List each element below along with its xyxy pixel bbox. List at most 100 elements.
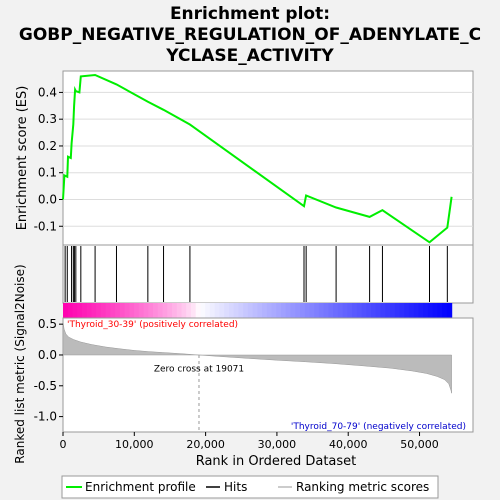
color-bar-segment	[342, 303, 348, 318]
color-bar-segment	[143, 303, 149, 318]
negative-correlation-label: 'Thyroid_70-79' (negatively correlated)	[291, 422, 466, 432]
legend-box	[61, 475, 439, 499]
chart-title-line-1: Enrichment plot:	[170, 4, 330, 24]
color-bar-segment	[238, 303, 244, 318]
chart-title-line-3: YCLASE_ACTIVITY	[165, 46, 334, 66]
hits-markers	[64, 246, 448, 302]
color-bar-segment	[314, 303, 320, 318]
color-bar-segment	[380, 303, 386, 318]
color-bar-segment	[361, 303, 367, 318]
legend-label-ranking: Ranking metric scores	[296, 480, 429, 494]
es-panel-frame	[62, 70, 474, 246]
color-bar-segment	[318, 303, 325, 318]
color-bar-segment	[371, 303, 377, 318]
hits-panel-frame	[62, 244, 474, 304]
color-bar-segment	[148, 303, 154, 318]
color-bar-segment	[72, 303, 78, 318]
color-bar-segment	[124, 303, 130, 318]
color-bar-segment	[81, 303, 88, 318]
color-bar-segment	[115, 303, 121, 318]
color-bar-segment	[442, 303, 448, 318]
color-bar-segment	[77, 303, 83, 318]
color-bar-segment	[366, 303, 372, 318]
color-bar-segment	[262, 303, 268, 318]
color-bar-segment	[309, 303, 315, 318]
ranking-y-tick-label: 0.0	[38, 348, 57, 362]
ranking-panel-frame	[62, 317, 474, 433]
color-bar-segment	[129, 303, 135, 318]
color-bar-segment	[266, 303, 273, 318]
color-bar-segment	[153, 303, 159, 318]
x-tick-label: 40,000	[329, 438, 368, 451]
color-bar-segment	[437, 303, 443, 318]
ranking-x-axis-ticks: 0 10,000 20,000 30,000 40,000 50,000	[60, 432, 439, 451]
color-bar-segment	[299, 303, 306, 318]
es-y-tick-label: 0.3	[38, 112, 57, 126]
ranking-y-tick-label: -0.5	[34, 379, 57, 393]
color-bar-segment	[304, 303, 311, 318]
color-bar-segment	[181, 303, 187, 318]
positive-correlation-label: 'Thyroid_30-39' (positively correlated)	[67, 320, 238, 330]
color-bar-segment	[119, 303, 126, 318]
legend-label-hits: Hits	[224, 480, 247, 494]
color-bar-segment	[375, 303, 382, 318]
color-bar-segment	[404, 303, 410, 318]
es-y-tick-label: 0.0	[38, 192, 57, 206]
es-y-tick-label: 0.1	[38, 166, 57, 180]
color-bar-segment	[186, 303, 192, 318]
color-bar-segment	[423, 303, 429, 318]
color-bar-segment	[281, 303, 287, 318]
x-tick-label: 0	[60, 438, 67, 451]
color-bar-segment	[247, 303, 254, 318]
color-bar-segment	[243, 303, 249, 318]
legend-label-enrichment: Enrichment profile	[85, 480, 196, 494]
color-bar-segment	[252, 303, 258, 318]
ranking-metric-area	[62, 321, 452, 394]
color-bar-segment	[399, 303, 405, 318]
color-bar-segment	[295, 303, 301, 318]
ranking-y-tick-label: -1.0	[34, 410, 57, 424]
ranked-list-color-bar	[63, 303, 453, 318]
color-bar-segment	[96, 303, 102, 318]
color-bar-segment	[200, 303, 206, 318]
color-bar-segment	[205, 303, 211, 318]
es-y-tick-label: 0.4	[38, 85, 57, 99]
color-bar-segment	[385, 303, 391, 318]
color-bar-segment	[418, 303, 424, 318]
color-bar-segment	[356, 303, 363, 318]
ranking-y-tick-label: 0.5	[38, 317, 57, 331]
color-bar-segment	[162, 303, 168, 318]
color-bar-segment	[176, 303, 183, 318]
color-bar-segment	[390, 303, 396, 318]
es-y-axis-ticks: -0.1 0.0 0.1 0.2 0.3 0.4	[34, 85, 63, 233]
color-bar-segment	[347, 303, 353, 318]
es-y-tick-label: 0.2	[38, 139, 57, 153]
color-bar-segment	[432, 303, 438, 318]
color-bar-segment	[276, 303, 282, 318]
chart-title-line-2: GOBP_NEGATIVE_REGULATION_OF_ADENYLATE_C	[19, 25, 481, 45]
color-bar-segment	[167, 303, 173, 318]
color-bar-segment	[86, 303, 93, 318]
color-bar-segment	[195, 303, 202, 318]
color-bar-segment	[190, 303, 197, 318]
es-y-axis-label: Enrichment score (ES)	[15, 86, 30, 231]
color-bar-segment	[63, 303, 69, 318]
color-bar-segment	[91, 303, 97, 318]
color-bar-segment	[110, 303, 116, 318]
x-axis-label: Rank in Ordered Dataset	[196, 454, 357, 469]
color-bar-segment	[138, 303, 145, 318]
color-bar-segment	[228, 303, 235, 318]
color-bar-segment	[285, 303, 292, 318]
color-bar-segment	[257, 303, 263, 318]
x-tick-label: 50,000	[400, 438, 439, 451]
color-bar-segment	[333, 303, 339, 318]
color-bar-segment	[209, 303, 216, 318]
color-bar-segment	[233, 303, 239, 318]
color-bar-segment	[446, 303, 453, 318]
ranking-y-axis-ticks: -1.0 -0.5 0.0 0.5	[34, 317, 63, 424]
color-bar-segment	[427, 303, 434, 318]
color-bar-segment	[224, 303, 230, 318]
color-bar-segment	[413, 303, 420, 318]
color-bar-segment	[323, 303, 329, 318]
